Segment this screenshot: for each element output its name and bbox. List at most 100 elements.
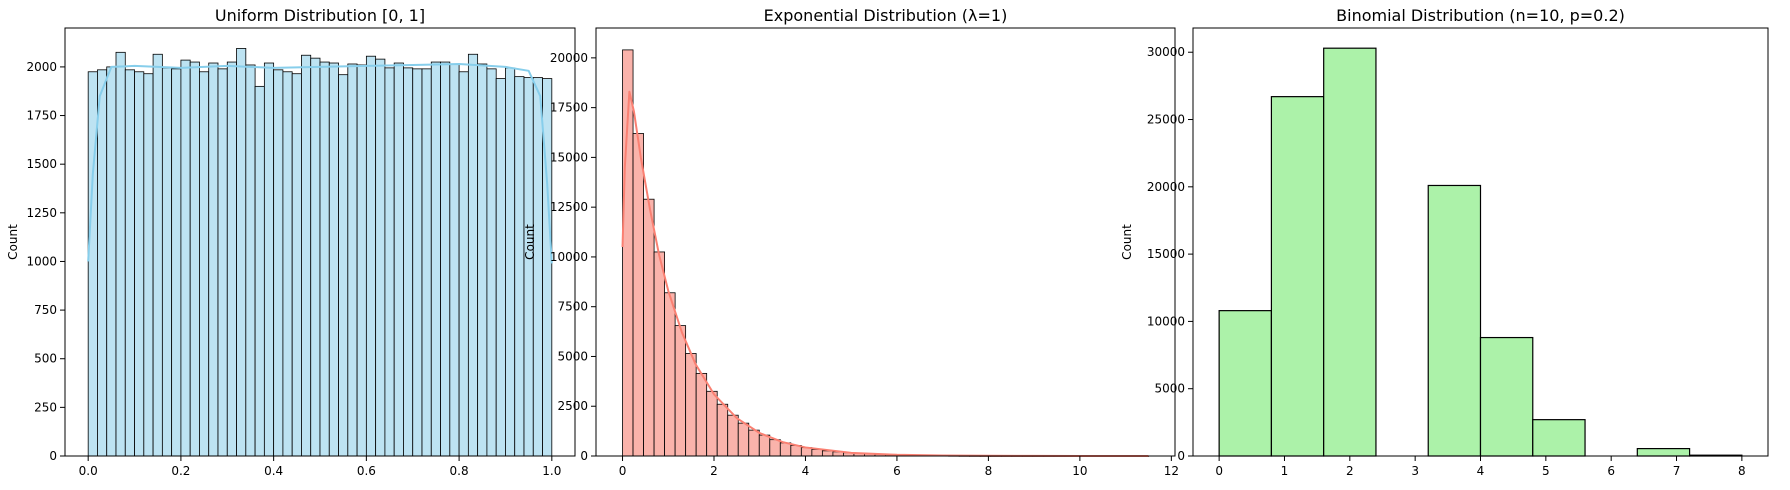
bar — [779, 442, 792, 457]
bar — [440, 61, 451, 457]
x-tick-label: 3 — [1411, 464, 1419, 478]
kde-line — [87, 62, 553, 264]
bar — [449, 63, 460, 457]
bar — [532, 77, 543, 457]
bar — [171, 68, 182, 457]
x-tick-label: 1 — [1281, 464, 1289, 478]
y-tick-label: 1750 — [26, 109, 57, 123]
x-tick-label: 7 — [1673, 464, 1681, 478]
y-axis-label: Count — [1120, 224, 1134, 260]
bar — [1479, 336, 1534, 457]
y-tick-label: 7500 — [557, 300, 588, 314]
bar — [365, 55, 377, 457]
x-tick-label: 12 — [1164, 464, 1179, 478]
bar — [769, 439, 781, 457]
bar — [403, 67, 414, 457]
bar — [161, 67, 173, 457]
chart-title: Exponential Distribution (λ=1) — [764, 6, 1008, 25]
x-tick-label: 10 — [1072, 464, 1087, 478]
bar — [319, 61, 330, 457]
y-tick-label: 750 — [34, 303, 57, 317]
bar — [653, 251, 666, 457]
bar — [505, 67, 516, 457]
bar — [97, 69, 108, 457]
bar — [328, 62, 339, 457]
bar — [421, 68, 432, 457]
y-tick-label: 250 — [34, 400, 57, 414]
bar — [1532, 419, 1586, 457]
bar — [821, 450, 834, 457]
bar — [245, 64, 256, 457]
bar — [758, 434, 771, 457]
bar — [632, 133, 644, 457]
bar — [495, 78, 506, 457]
bar — [217, 68, 228, 457]
bar — [685, 353, 697, 457]
bar — [467, 53, 479, 457]
bar — [143, 73, 154, 457]
bar — [375, 58, 386, 457]
chart-exponential: 0 2 4 6 8 10 12 0 2500 5000 7500 10000 12500 15000 175… — [523, 6, 1179, 478]
bar — [695, 372, 708, 457]
x-tick-label: 2 — [1346, 464, 1354, 478]
bar — [189, 61, 200, 457]
x-tick-label: 2 — [710, 464, 718, 478]
bar — [1218, 310, 1273, 457]
x-tick-label: 0 — [619, 464, 627, 478]
bar — [106, 66, 117, 457]
x-tick-label: 4 — [1477, 464, 1485, 478]
bar — [458, 71, 469, 457]
y-tick-label: 2000 — [26, 60, 57, 74]
bar — [226, 61, 237, 457]
x-tick-label: 0.2 — [171, 464, 190, 478]
bar — [208, 62, 219, 457]
y-axis-label: Count — [523, 224, 537, 260]
y-tick-label: 2500 — [557, 399, 588, 413]
bar — [664, 292, 676, 457]
y-tick-label: 5000 — [1154, 382, 1185, 396]
x-tick-label: 5 — [1542, 464, 1550, 478]
bar — [291, 73, 302, 457]
y-tick-label: 0 — [1177, 449, 1185, 463]
bar — [301, 54, 312, 457]
x-tick-label: 0.0 — [79, 464, 98, 478]
y-tick-label: 17500 — [550, 101, 588, 115]
bar — [1636, 447, 1691, 457]
bar — [273, 69, 284, 457]
bar — [134, 71, 145, 457]
y-tick-label: 15000 — [1147, 247, 1185, 261]
chart-title: Binomial Distribution (n=10, p=0.2) — [1336, 6, 1625, 25]
y-tick-label: 0 — [580, 449, 588, 463]
y-tick-label: 1000 — [26, 254, 57, 268]
bar — [356, 64, 367, 457]
bar — [412, 68, 423, 457]
y-tick-label: 1250 — [26, 206, 57, 220]
bars — [622, 49, 1149, 457]
x-tick-label: 8 — [985, 464, 993, 478]
bar — [263, 62, 275, 457]
y-tick-label: 500 — [34, 352, 57, 366]
chart-uniform: 0.0 0.2 0.4 0.6 0.8 1.0 0 250 500 750 1000 1250 1500… — [6, 6, 576, 478]
x-tick-label: 6 — [893, 464, 901, 478]
y-tick-label: 25000 — [1147, 113, 1185, 127]
bar — [716, 403, 729, 457]
bars — [87, 48, 553, 457]
plot-frame — [595, 27, 1176, 457]
bar — [254, 85, 265, 457]
x-tick-label: 4 — [802, 464, 810, 478]
bar — [310, 57, 321, 457]
bar — [1270, 96, 1325, 457]
bar — [152, 53, 163, 457]
chart-title: Uniform Distribution [0, 1] — [215, 6, 425, 25]
bar — [347, 63, 358, 457]
bar — [236, 48, 247, 457]
y-tick-label: 20000 — [550, 51, 588, 65]
bar — [477, 63, 488, 457]
x-tick-label: 6 — [1607, 464, 1615, 478]
bar — [124, 69, 135, 457]
chart-binomial: 0 1 2 3 4 5 6 7 8050001000015000200002500030000C… — [1120, 6, 1769, 478]
x-tick-label: 1.0 — [542, 464, 561, 478]
y-tick-label: 10000 — [1147, 314, 1185, 328]
bar — [486, 68, 497, 457]
